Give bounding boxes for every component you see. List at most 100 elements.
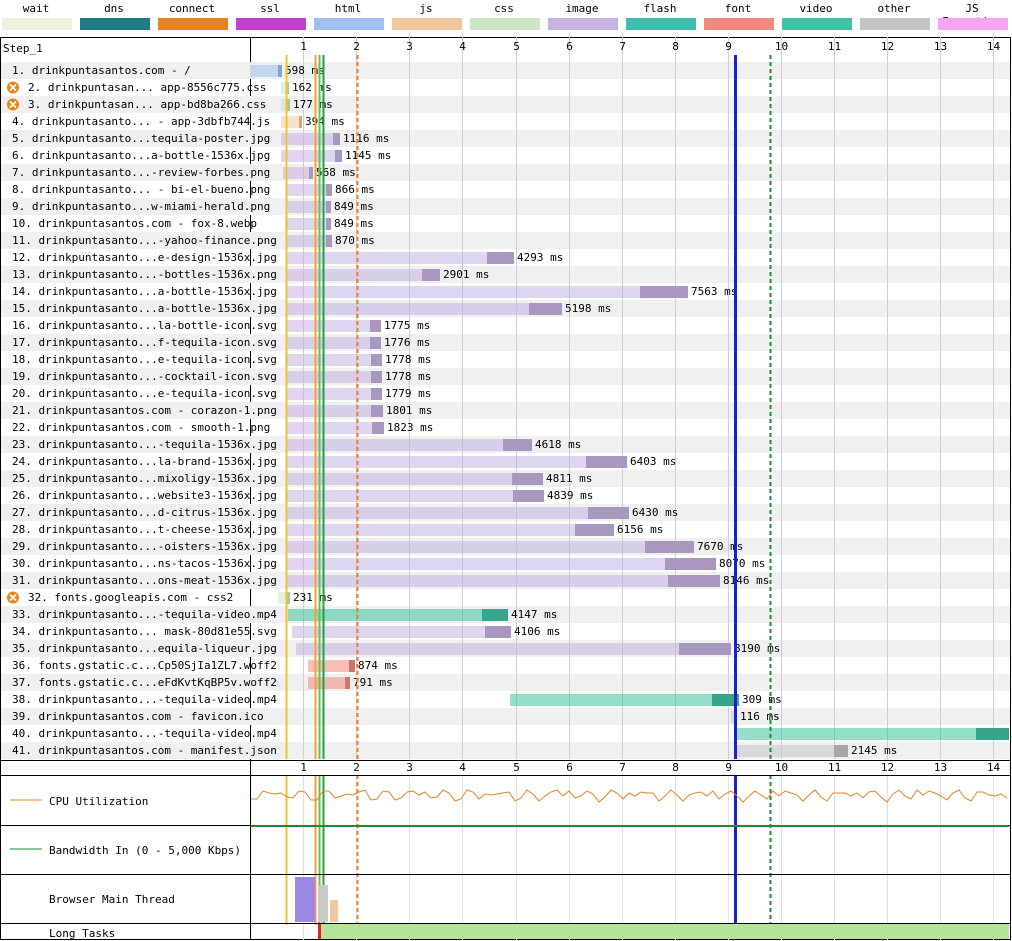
request-duration: 870 ms bbox=[335, 234, 375, 247]
request-bar bbox=[287, 354, 382, 366]
legend-label: flash bbox=[643, 2, 677, 15]
request-label: 5. drinkpuntasanto...tequila-poster.jpg bbox=[12, 132, 270, 145]
request-bar-download bbox=[482, 609, 508, 621]
request-duration: 1776 ms bbox=[384, 336, 430, 349]
request-duration: 4106 ms bbox=[514, 625, 560, 638]
legend-swatch bbox=[860, 18, 930, 30]
request-bar bbox=[286, 252, 514, 264]
request-bar-download bbox=[513, 490, 544, 502]
request-label: 14. drinkpuntasanto...a-bottle-1536x.jpg bbox=[12, 285, 277, 298]
request-bar bbox=[287, 439, 532, 451]
request-label: 13. drinkpuntasanto...-bottles-1536x.png bbox=[12, 268, 277, 281]
request-duration: 1145 ms bbox=[345, 149, 391, 162]
legend-label: css bbox=[494, 2, 514, 15]
legend-label: video bbox=[799, 2, 833, 15]
main-thread-activity bbox=[318, 885, 328, 922]
legend-swatch bbox=[470, 18, 540, 30]
request-duration: 394 ms bbox=[305, 115, 345, 128]
row-background bbox=[1, 96, 1010, 113]
request-label: 26. drinkpuntasanto...website3-1536x.jpg bbox=[12, 489, 277, 502]
request-label: 15. drinkpuntasanto...a-bottle-1536x.jpg bbox=[12, 302, 277, 315]
request-bar bbox=[288, 609, 508, 621]
request-bar bbox=[287, 524, 614, 536]
request-bar-download bbox=[287, 99, 290, 111]
request-duration: 1116 ms bbox=[343, 132, 389, 145]
x-tick-label-bottom: 13 bbox=[934, 761, 947, 774]
x-tick-label-top: 6 bbox=[566, 40, 573, 53]
request-bar bbox=[287, 337, 381, 349]
legend-label: js bbox=[419, 2, 433, 15]
request-label: 1. drinkpuntasantos.com - / bbox=[12, 64, 191, 77]
row-background bbox=[1, 368, 1010, 385]
request-duration: 5198 ms bbox=[565, 302, 611, 315]
render-blocking-icon-cross bbox=[9, 593, 17, 602]
request-bar-download bbox=[679, 643, 731, 655]
request-duration: 1778 ms bbox=[385, 353, 431, 366]
x-tick-label-top: 8 bbox=[672, 40, 679, 53]
request-label: 10. drinkpuntasantos.com - fox-8.webp bbox=[12, 217, 257, 230]
x-tick-label-top: 5 bbox=[513, 40, 520, 53]
x-tick-label-top: 14 bbox=[987, 40, 1001, 53]
request-label: 9. drinkpuntasanto...w-miami-herald.png bbox=[12, 200, 270, 213]
request-label: 30. drinkpuntasanto...ns-tacos-1536x.jpg bbox=[12, 557, 277, 570]
request-duration: 8146 ms bbox=[723, 574, 769, 587]
request-bar-download bbox=[487, 252, 514, 264]
legend-item-js: js bbox=[390, 0, 462, 34]
request-label: 6. drinkpuntasanto...a-bottle-1536x.jpg bbox=[12, 149, 270, 162]
cpu-utilization-label: CPU Utilization bbox=[49, 795, 149, 808]
request-bar bbox=[287, 490, 544, 502]
request-bar bbox=[286, 235, 332, 247]
x-tick-label-top: 7 bbox=[619, 40, 626, 53]
x-tick-label-bottom: 5 bbox=[513, 761, 520, 774]
request-bar-download bbox=[371, 354, 382, 366]
request-bar-download bbox=[370, 320, 381, 332]
request-duration: 8190 ms bbox=[734, 642, 780, 655]
request-bar-download bbox=[834, 745, 848, 757]
chart-frame bbox=[0, 37, 1011, 940]
request-bar-download bbox=[668, 575, 720, 587]
request-bar-download bbox=[278, 65, 282, 77]
request-duration: 791 ms bbox=[353, 676, 393, 689]
request-bar-download bbox=[326, 184, 332, 196]
legend-label: font bbox=[724, 2, 752, 15]
row-background bbox=[1, 266, 1010, 283]
request-label: 24. drinkpuntasanto...la-brand-1536x.jpg bbox=[12, 455, 277, 468]
request-duration: 1779 ms bbox=[385, 387, 431, 400]
row-background bbox=[1, 402, 1010, 419]
request-duration: 6430 ms bbox=[632, 506, 678, 519]
x-tick-label-top: 13 bbox=[934, 40, 947, 53]
request-bar-download bbox=[371, 371, 382, 383]
x-tick-label-bottom: 2 bbox=[353, 761, 360, 774]
x-tick-label-bottom: 12 bbox=[881, 761, 894, 774]
render-blocking-icon-cross bbox=[9, 83, 17, 92]
request-label: 25. drinkpuntasanto...mixoligy-1536x.jpg bbox=[12, 472, 277, 485]
request-duration: 116 ms bbox=[740, 710, 780, 723]
request-label: 33. drinkpuntasanto...-tequila-video.mp4 bbox=[12, 608, 277, 621]
legend-swatch bbox=[236, 18, 306, 30]
legend-label: html bbox=[334, 2, 362, 15]
x-tick-label-bottom: 1 bbox=[300, 761, 307, 774]
legend-swatch bbox=[548, 18, 618, 30]
legend-item-image: image bbox=[546, 0, 618, 34]
request-duration: 8070 ms bbox=[719, 557, 765, 570]
request-label: 23. drinkpuntasanto...-tequila-1536x.jpg bbox=[12, 438, 277, 451]
request-label: 2. drinkpuntasan... app-8556c775.css bbox=[28, 81, 266, 94]
request-label: 12. drinkpuntasanto...e-design-1536x.jpg bbox=[12, 251, 277, 264]
request-label: 8. drinkpuntasanto... - bi-el-bueno.png bbox=[12, 183, 270, 196]
long-task-marker bbox=[318, 924, 321, 939]
request-bar bbox=[287, 422, 384, 434]
x-tick-label-top: 1 bbox=[300, 40, 307, 53]
request-label: 35. drinkpuntasanto...equila-liqueur.jpg bbox=[12, 642, 277, 655]
request-duration: 309 ms bbox=[742, 693, 782, 706]
legend-item-flash: flash bbox=[624, 0, 696, 34]
request-bar-download bbox=[349, 660, 355, 672]
x-tick-label-bottom: 4 bbox=[459, 761, 466, 774]
request-label: 38. drinkpuntasanto...-tequila-video.mp4 bbox=[12, 693, 277, 706]
request-duration: 1775 ms bbox=[384, 319, 430, 332]
legend-item-ssl: ssl bbox=[234, 0, 306, 34]
request-bar bbox=[281, 133, 340, 145]
x-tick-label-bottom: 6 bbox=[566, 761, 573, 774]
request-duration: 1778 ms bbox=[385, 370, 431, 383]
x-tick-label-top: 4 bbox=[459, 40, 466, 53]
request-bar bbox=[286, 303, 562, 315]
